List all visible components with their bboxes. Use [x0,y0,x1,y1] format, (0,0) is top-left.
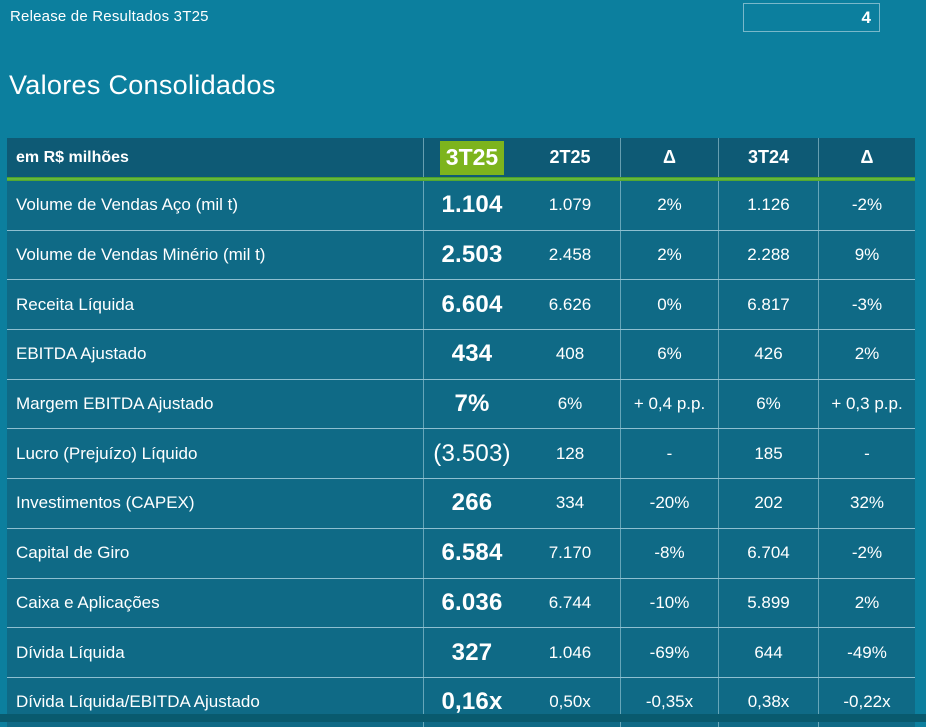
value-3t24: 6% [718,379,818,429]
row-label: Margem EBITDA Ajustado [16,394,214,414]
report-header-title: Release de Resultados 3T25 [10,8,209,25]
value-delta-qoq: -8% [620,528,718,578]
value-2t25: 2.458 [548,245,592,265]
value-2t25: 0,50x [549,692,591,712]
value-delta-qoq: -20% [620,479,718,528]
bottom-strip [0,714,926,722]
value-2t25: 1.046 [548,642,592,662]
value-2t25: 6% [557,394,583,414]
value-3t24: 1.126 [718,181,818,230]
value-delta-qoq: 0% [620,280,718,330]
row-label: Receita Líquida [16,294,135,314]
table-row: Margem EBITDA Ajustado 7% 6% + 0,4 p.p. … [7,378,915,429]
value-delta-qoq: -0,35x [620,677,718,727]
value-2t25: 7.170 [548,543,592,563]
value-delta-qoq: - [620,429,718,479]
column-header-3t24: 3T24 [718,138,818,177]
value-3t25: 6.584 [423,528,520,578]
table-row: Caixa e Aplicações 6.036 6.744 -10% 5.89… [7,577,915,628]
row-label: Investimentos (CAPEX) [16,493,195,513]
page-number: 4 [861,7,871,27]
column-header-unit: em R$ milhões [16,148,129,166]
value-delta-yoy: -2% [818,181,915,230]
value-3t24: 185 [718,429,818,479]
value-3t25: 266 [423,479,520,528]
table-row: Capital de Giro 6.584 7.170 -8% 6.704 -2… [7,527,915,578]
value-2t25: 334 [555,493,585,513]
row-label: Capital de Giro [16,543,130,563]
value-delta-qoq: + 0,4 p.p. [620,379,718,429]
value-delta-yoy: 32% [818,479,915,528]
column-header-delta-yoy: Δ [818,138,915,177]
value-3t25: 7% [423,379,520,429]
value-3t25: 434 [423,330,520,379]
value-3t24: 5.899 [718,578,818,628]
table-row: Volume de Vendas Aço (mil t) 1.104 1.079… [7,181,915,230]
value-3t24: 6.704 [718,528,818,578]
value-3t25: 1.104 [423,181,520,230]
table-row: EBITDA Ajustado 434 408 6% 426 2% [7,329,915,379]
value-3t25: 6.036 [423,578,520,628]
value-3t25: 6.604 [423,280,520,330]
table-row: Dívida Líquida 327 1.046 -69% 644 -49% [7,627,915,677]
row-label: Volume de Vendas Minério (mil t) [16,245,266,265]
value-2t25: 1.079 [548,195,592,215]
row-label: Dívida Líquida [16,642,125,662]
value-2t25: 6.626 [548,294,592,314]
value-delta-yoy: + 0,3 p.p. [818,379,915,429]
value-delta-qoq: 2% [620,230,718,280]
highlight-3t25-badge: 3T25 [440,140,504,175]
table-row: Investimentos (CAPEX) 266 334 -20% 202 3… [7,478,915,528]
value-delta-yoy: -3% [818,280,915,330]
value-delta-yoy: -49% [818,628,915,677]
row-label: Caixa e Aplicações [16,592,160,612]
value-delta-yoy: -0,22x [818,677,915,727]
table-row: Lucro (Prejuízo) Líquido (3.503) 128 - 1… [7,428,915,479]
value-3t24: 202 [718,479,818,528]
value-delta-qoq: -10% [620,578,718,628]
value-delta-qoq: -69% [620,628,718,677]
value-3t25: 327 [423,628,520,677]
value-delta-yoy: 2% [818,330,915,379]
value-delta-yoy: - [818,429,915,479]
value-2t25: 408 [555,344,585,364]
table-row: Volume de Vendas Minério (mil t) 2.503 2… [7,229,915,280]
table-header-row: em R$ milhões 3T25 2T25 Δ 3T24 Δ [7,138,915,177]
row-label: Lucro (Prejuízo) Líquido [16,443,198,463]
row-label: Volume de Vendas Aço (mil t) [16,195,239,215]
value-3t25: (3.503) [423,429,520,479]
row-label: Dívida Líquida/EBITDA Ajustado [16,692,260,712]
value-3t24: 2.288 [718,230,818,280]
column-header-delta-qoq: Δ [620,138,718,177]
value-delta-qoq: 2% [620,181,718,230]
value-3t24: 426 [718,330,818,379]
value-2t25: 128 [555,443,585,463]
row-label: EBITDA Ajustado [16,344,147,364]
column-header-2t25: 2T25 [549,147,591,167]
page-number-box: 4 [743,3,880,32]
page-title: Valores Consolidados [9,70,276,100]
value-2t25: 6.744 [548,592,592,612]
value-3t25: 0,16x [423,677,520,727]
value-delta-qoq: 6% [620,330,718,379]
column-header-3t25: 3T25 [423,138,520,177]
value-delta-yoy: 9% [818,230,915,280]
value-delta-yoy: 2% [818,578,915,628]
value-3t25: 2.503 [423,230,520,280]
table-row: Receita Líquida 6.604 6.626 0% 6.817 -3% [7,279,915,330]
value-delta-yoy: -2% [818,528,915,578]
value-3t24: 0,38x [718,677,818,727]
value-3t24: 644 [718,628,818,677]
header-underline [7,177,915,181]
table-body: Volume de Vendas Aço (mil t) 1.104 1.079… [7,181,915,727]
consolidated-values-table: em R$ milhões 3T25 2T25 Δ 3T24 Δ Volume … [7,138,915,727]
value-3t24: 6.817 [718,280,818,330]
